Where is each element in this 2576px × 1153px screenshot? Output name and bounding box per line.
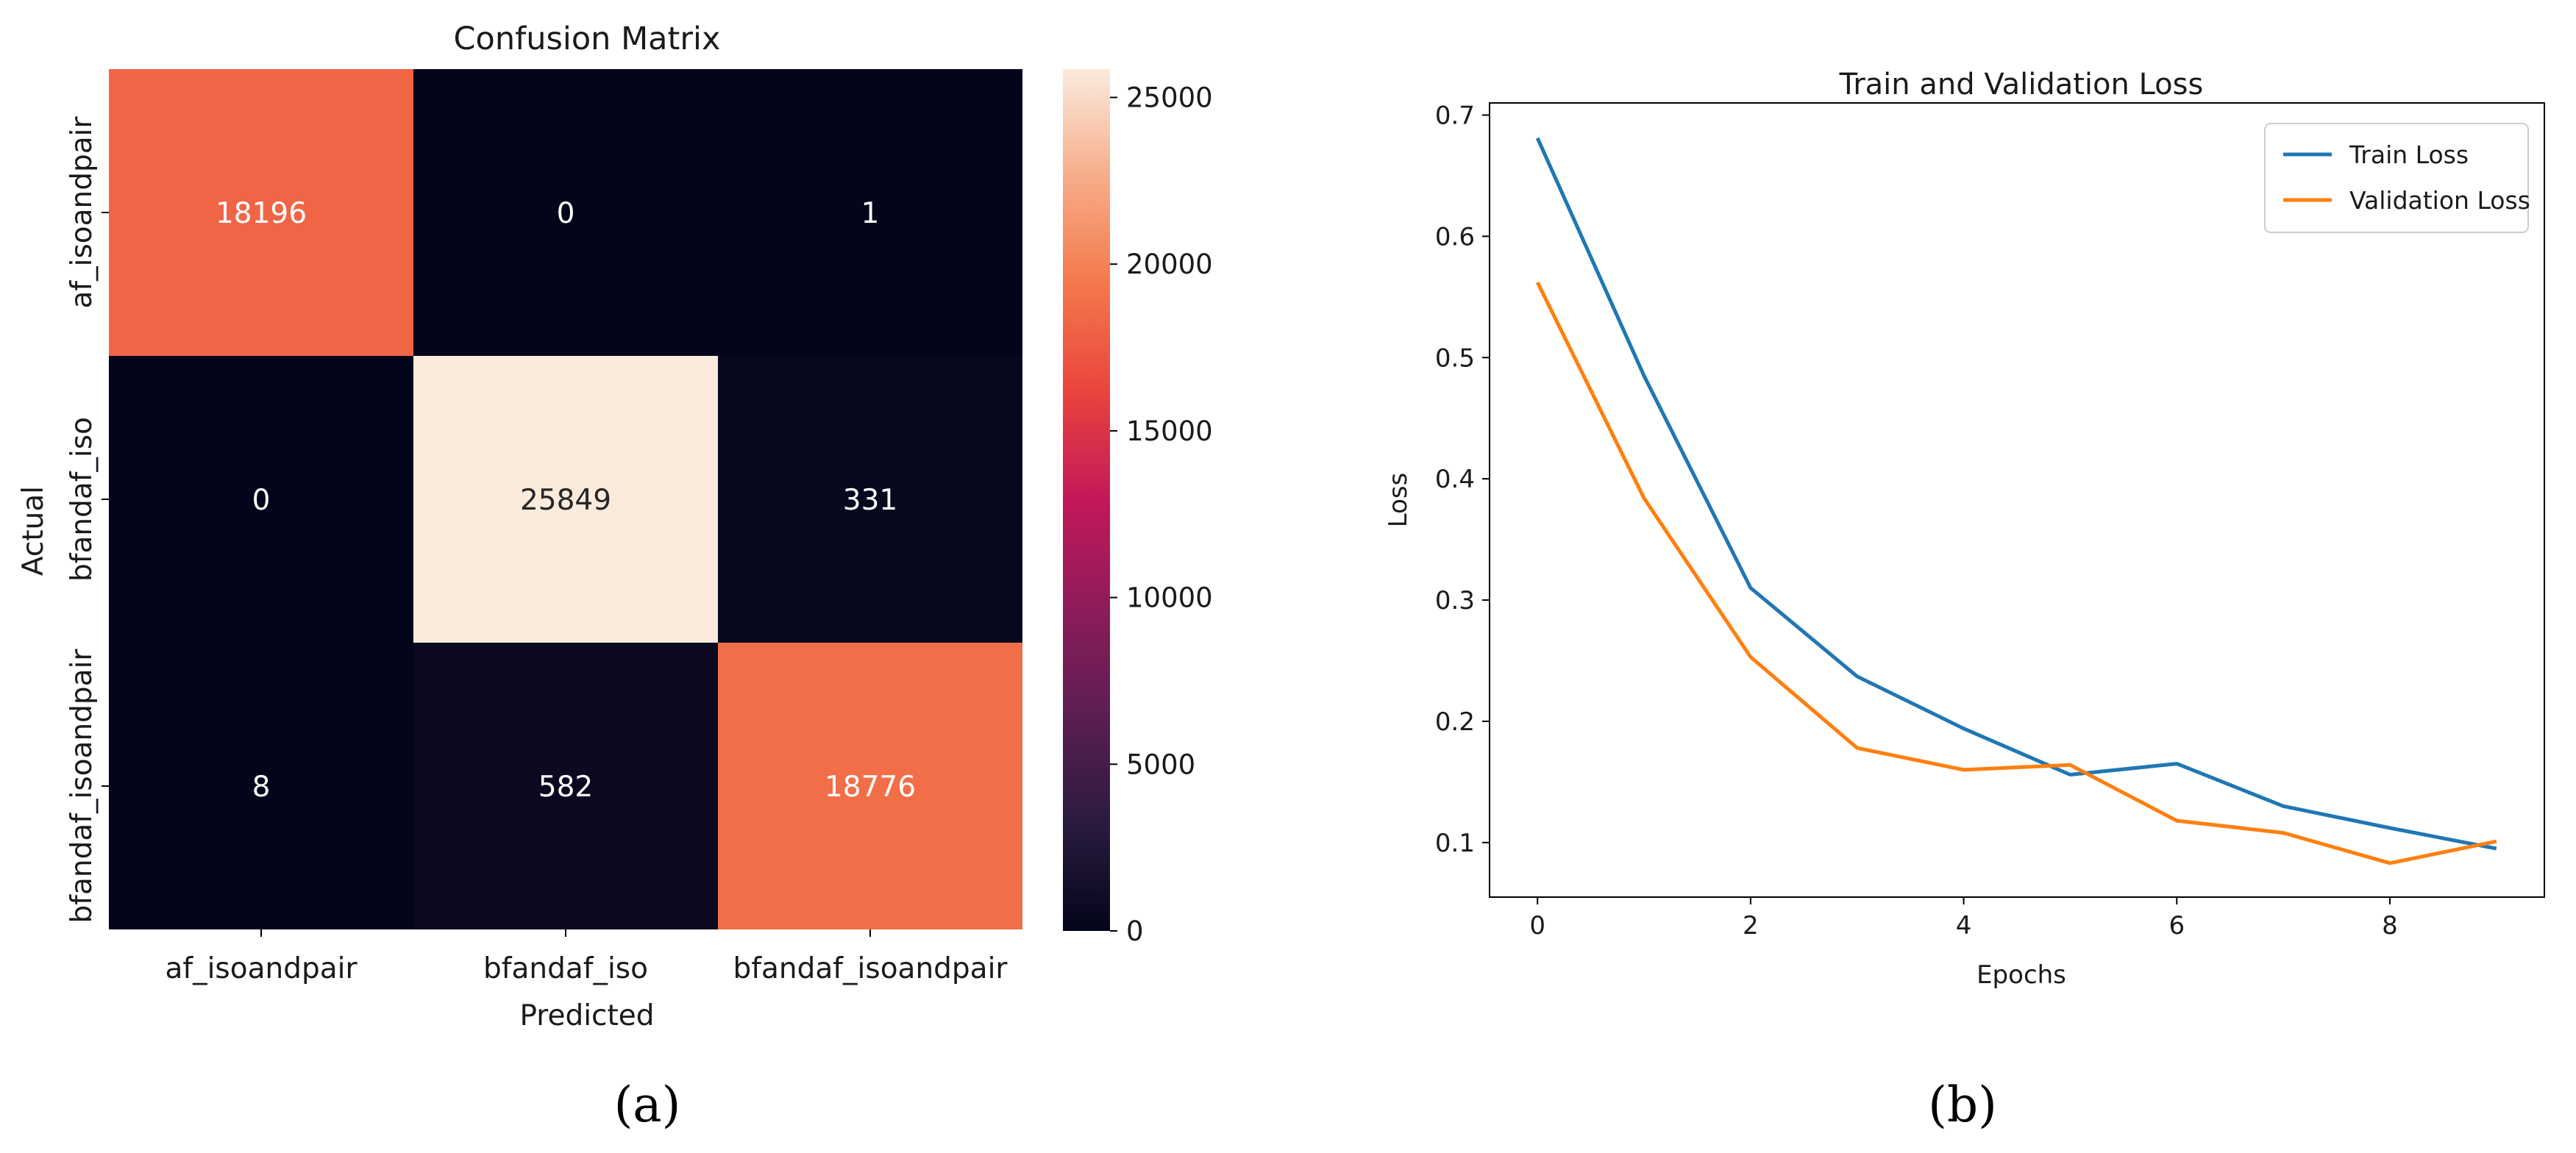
panel-label-a: (a) xyxy=(614,1077,681,1133)
heatmap-cell xyxy=(413,643,718,929)
line-y-tick-label: 0.5 xyxy=(1435,343,1475,373)
colorbar-tick-label: 15000 xyxy=(1126,415,1213,447)
train-loss-line xyxy=(1535,137,2497,851)
heatmap-y-tick-label: af_isoandpair xyxy=(65,116,99,309)
heatmap-cell xyxy=(718,643,1022,929)
plot-area-frame xyxy=(1489,102,2545,898)
heatmap-cell-value: 18196 xyxy=(216,197,307,230)
heatmap-title: Confusion Matrix xyxy=(454,21,721,57)
heatmap-y-tick-label: bfandaf_isoandpair xyxy=(65,649,99,924)
legend-label-validation: Validation Loss xyxy=(2349,186,2530,215)
line-x-tick-label: 2 xyxy=(1743,911,1759,940)
heatmap-y-tick-label: bfandaf_iso xyxy=(65,417,99,582)
heatmap-x-tick-label: bfandaf_isoandpair xyxy=(733,952,1008,985)
heatmap-cell-value: 331 xyxy=(843,484,897,517)
heatmap-x-tick-labels: af_isoandpair bfandaf_iso bfandaf_isoandpa… xyxy=(165,929,1008,985)
heatmap-cell-value: 1 xyxy=(861,197,880,230)
legend: Train Loss Validation Loss xyxy=(2264,123,2530,233)
heatmap-cell xyxy=(413,69,718,356)
line-x-tick-label: 4 xyxy=(1956,911,1972,940)
heatmap-cells: 18196 0 1 0 25849 331 8 582 18776 xyxy=(109,69,1022,929)
colorbar-ticks: 0 5000 10000 15000 20000 25000 xyxy=(1110,82,1213,947)
line-y-tick-label: 0.2 xyxy=(1435,707,1475,737)
heatmap-cell-value: 582 xyxy=(538,771,593,804)
line-y-tick-label: 0.7 xyxy=(1435,101,1475,130)
heatmap-y-axis-label: Actual xyxy=(17,486,50,576)
confusion-matrix-panel: Confusion Matrix 18196 0 1 0 25849 331 8 582 187… xyxy=(17,21,1213,1133)
line-y-tick-label: 0.6 xyxy=(1435,222,1475,251)
line-series xyxy=(1535,137,2497,865)
heatmap-cell xyxy=(718,356,1022,643)
line-x-ticks: 0 2 4 6 8 xyxy=(1529,897,2398,940)
heatmap-x-tick-label: bfandaf_iso xyxy=(483,952,648,985)
heatmap-cell xyxy=(718,69,1022,356)
colorbar-tick-label: 5000 xyxy=(1126,749,1195,780)
line-chart-title: Train and Validation Loss xyxy=(1839,68,2204,101)
heatmap-cell xyxy=(109,69,413,356)
heatmap-cell-value: 18776 xyxy=(825,771,916,804)
line-x-tick-label: 6 xyxy=(2168,911,2185,940)
line-y-ticks: 0.1 0.2 0.3 0.4 0.5 0.6 0.7 xyxy=(1435,101,1490,858)
heatmap-cell-value: 0 xyxy=(557,197,575,230)
heatmap-cell-value: 8 xyxy=(252,771,271,804)
heatmap-x-axis-label: Predicted xyxy=(519,999,654,1032)
heatmap-y-tick-labels: af_isoandpair bfandaf_iso bfandaf_isoandpa… xyxy=(65,116,109,924)
line-x-tick-label: 0 xyxy=(1529,911,1545,940)
line-y-tick-label: 0.4 xyxy=(1435,465,1475,494)
line-y-axis-label: Loss xyxy=(1384,473,1413,528)
line-x-axis-label: Epochs xyxy=(1977,960,2066,990)
legend-box xyxy=(2264,123,2529,233)
panel-label-b: (b) xyxy=(1928,1077,1997,1133)
heatmap-cell-value: 0 xyxy=(252,484,271,517)
colorbar-tick-label: 10000 xyxy=(1126,582,1213,614)
loss-curve-panel: Train and Validation Loss 0.10.20.30.40.… xyxy=(1384,68,2545,1133)
colorbar-tick-label: 25000 xyxy=(1126,82,1213,113)
line-y-tick-label: 0.1 xyxy=(1435,829,1475,858)
heatmap-cell xyxy=(109,356,413,643)
line-x-tick-label: 8 xyxy=(2382,911,2398,940)
heatmap-cell xyxy=(109,643,413,929)
heatmap-cell-value: 25849 xyxy=(520,484,611,517)
colorbar-tick-label: 20000 xyxy=(1126,249,1213,280)
validation-loss-line xyxy=(1535,281,2497,865)
colorbar-tick-label: 0 xyxy=(1126,915,1144,947)
heatmap-x-tick-label: af_isoandpair xyxy=(165,952,357,985)
heatmap-cell xyxy=(413,356,718,643)
legend-label-train: Train Loss xyxy=(2349,140,2469,169)
colorbar xyxy=(1063,69,1110,931)
line-y-tick-label: 0.3 xyxy=(1435,586,1475,615)
